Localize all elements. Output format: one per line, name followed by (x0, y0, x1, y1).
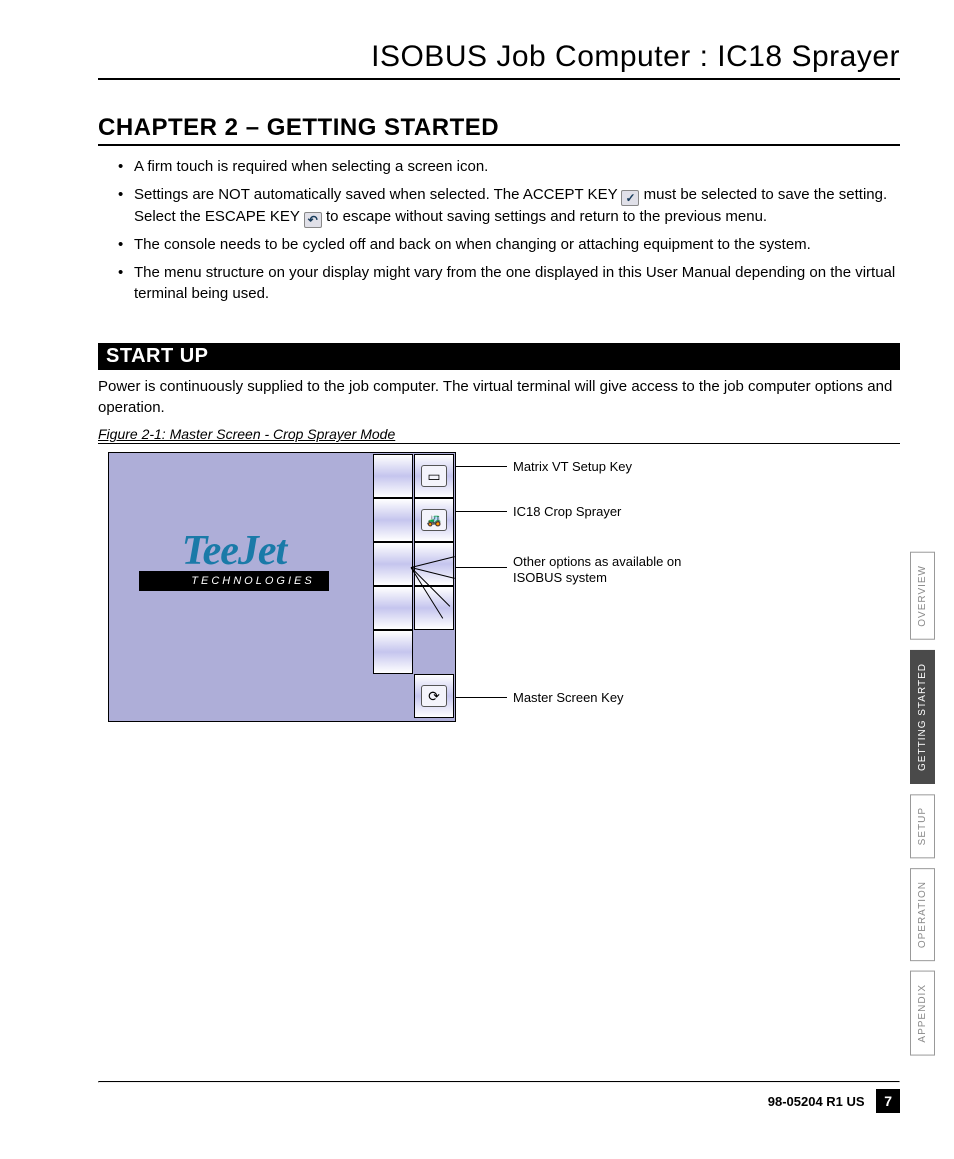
startup-body-text: Power is continuously supplied to the jo… (98, 376, 900, 418)
tab-operation[interactable]: OPERATION (910, 868, 935, 961)
accept-key-icon: ✓ (621, 190, 639, 206)
title-rule (98, 78, 900, 80)
callout-vt-setup: Matrix VT Setup Key (513, 459, 632, 475)
callout-other-options: Other options as available on ISOBUS sys… (513, 554, 693, 585)
bullet-list: A firm touch is required when selecting … (98, 156, 900, 305)
chapter-title: CHAPTER 2 – GETTING STARTED (98, 114, 900, 146)
crop-sprayer-icon: 🚜 (421, 509, 447, 531)
bullet-item: The console needs to be cycled off and b… (134, 234, 900, 256)
bullet-item: Settings are NOT automatically saved whe… (134, 184, 900, 228)
vt-setup-icon: ▭ (421, 465, 447, 487)
master-screen-icon: ⟳ (421, 685, 447, 707)
logo-sub-text: TECHNOLOGIES (139, 571, 328, 591)
bullet-item: A firm touch is required when selecting … (134, 156, 900, 178)
footer-doc-code: 98-05204 R1 US (768, 1094, 865, 1109)
side-nav-tabs: OVERVIEW GETTING STARTED SETUP OPERATION… (910, 552, 940, 1066)
softkey-blank (373, 542, 413, 586)
softkey-blank (373, 630, 413, 674)
section-heading-startup: START UP (98, 343, 900, 370)
escape-key-icon: ↶ (304, 212, 322, 228)
softkey-vt-setup: ▭ (414, 454, 454, 498)
bullet-text-part: Settings are NOT automatically saved whe… (134, 186, 621, 203)
footer-rule (98, 1081, 900, 1083)
figure-caption: Figure 2-1: Master Screen - Crop Sprayer… (98, 426, 900, 444)
softkey-spacer (414, 630, 454, 674)
softkey-master-screen: ⟳ (414, 674, 454, 718)
softkey-blank (373, 498, 413, 542)
callout-line (456, 466, 507, 467)
softkey-blank (373, 454, 413, 498)
softkey-column-right: ▭ 🚜 ⟳ (414, 454, 454, 718)
tab-overview[interactable]: OVERVIEW (910, 552, 935, 640)
tab-setup[interactable]: SETUP (910, 794, 935, 858)
callout-line (456, 697, 507, 698)
figure-2-1: TeeJet TECHNOLOGIES ▭ 🚜 (108, 452, 900, 742)
softkey-blank (414, 586, 454, 630)
callout-crop-sprayer: IC18 Crop Sprayer (513, 504, 621, 520)
tab-appendix[interactable]: APPENDIX (910, 971, 935, 1056)
callout-master-screen: Master Screen Key (513, 690, 624, 706)
page-number: 7 (876, 1089, 900, 1113)
bullet-text-part: to escape without saving settings and re… (326, 208, 767, 225)
tab-getting-started[interactable]: GETTING STARTED (910, 650, 935, 784)
logo-main-text: TeeJet (119, 533, 349, 571)
softkey-blank (373, 586, 413, 630)
bullet-item: The menu structure on your display might… (134, 262, 900, 306)
master-screen: TeeJet TECHNOLOGIES ▭ 🚜 (108, 452, 456, 722)
document-title: ISOBUS Job Computer : IC18 Sprayer (98, 40, 900, 78)
teejet-logo: TeeJet TECHNOLOGIES (119, 533, 349, 591)
softkey-column-left (373, 454, 413, 674)
callout-line (456, 567, 507, 568)
softkey-crop-sprayer: 🚜 (414, 498, 454, 542)
callout-line (456, 511, 507, 512)
footer: 98-05204 R1 US 7 (768, 1089, 900, 1113)
